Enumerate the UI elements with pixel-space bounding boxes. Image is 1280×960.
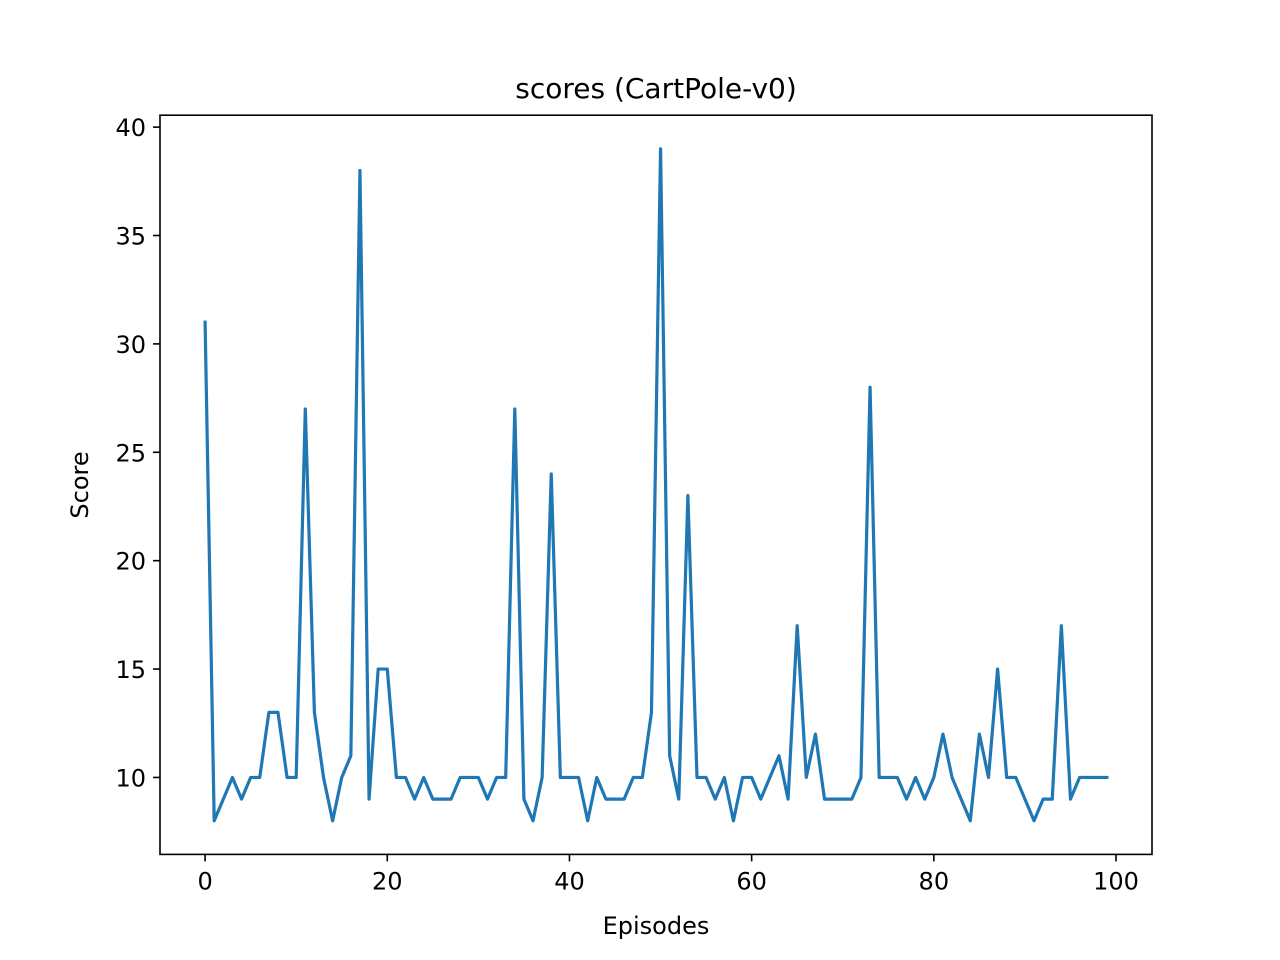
y-tick-label: 20: [115, 548, 146, 576]
y-tick-label: 40: [115, 114, 146, 142]
y-axis-label: Score: [66, 451, 94, 518]
x-tick-label: 80: [919, 867, 950, 895]
x-tick-label: 0: [197, 867, 212, 895]
y-tick-label: 35: [115, 223, 146, 251]
x-tick-label: 60: [736, 867, 767, 895]
chart-title: scores (CartPole-v0): [515, 72, 797, 105]
y-tick-label: 10: [115, 764, 146, 792]
series-line: [203, 147, 1109, 823]
y-tick-label: 30: [115, 331, 146, 359]
y-axis: 10 15 20 25 30 35 40: [115, 114, 160, 792]
y-tick-label: 15: [115, 656, 146, 684]
x-tick-label: 20: [372, 867, 403, 895]
plot-area: [203, 147, 1109, 823]
x-axis: 0 20 40 60 80 100: [197, 854, 1139, 895]
x-tick-label: 40: [554, 867, 585, 895]
axes-frame: [159, 114, 1153, 856]
x-tick-label: 100: [1093, 867, 1139, 895]
y-tick-label: 25: [115, 439, 146, 467]
x-axis-label: Episodes: [603, 912, 710, 940]
